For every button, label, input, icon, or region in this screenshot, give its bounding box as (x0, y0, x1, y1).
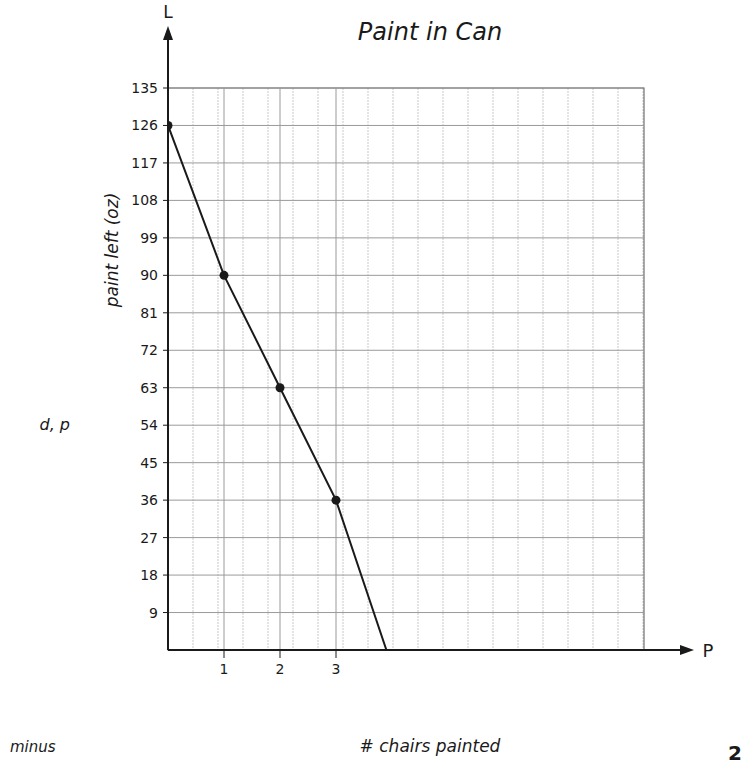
data-line (168, 125, 386, 650)
grid-line (224, 88, 225, 650)
x-tick (224, 650, 225, 658)
grid-line (168, 537, 644, 538)
paper-line (343, 88, 344, 650)
grid-line (168, 200, 644, 201)
grid-line (280, 88, 281, 650)
data-group (168, 121, 386, 650)
grid-line (168, 462, 644, 463)
paper-line (568, 88, 569, 650)
grid-line (168, 237, 644, 238)
y-tick-label: 99 (140, 230, 158, 246)
grid-line (168, 350, 644, 351)
y-tick-label: 54 (140, 417, 158, 433)
y-tick (163, 500, 168, 501)
paper-line (268, 88, 269, 650)
y-tick (163, 200, 168, 201)
y-tick-label: 27 (140, 530, 158, 546)
x-axis (168, 649, 690, 651)
paper-line (193, 88, 194, 650)
x-arrow (680, 645, 694, 655)
data-point (220, 271, 229, 280)
grid-line (336, 88, 337, 650)
y-tick-label: 45 (140, 455, 158, 471)
paper-line (618, 88, 619, 650)
y-tick (163, 125, 168, 126)
grid-line (168, 387, 644, 388)
paper-line (418, 88, 419, 650)
y-arrow (163, 26, 173, 40)
y-tick-label: 135 (131, 80, 158, 96)
grid-line (168, 275, 644, 276)
y-tick (163, 88, 168, 89)
grid-line (168, 425, 644, 426)
y-tick-label: 126 (131, 117, 158, 133)
paper-line (493, 88, 494, 650)
paper-line (293, 88, 294, 650)
y-tick-label: 81 (140, 305, 158, 321)
y-tick (163, 275, 168, 276)
y-tick (163, 237, 168, 238)
y-tick (163, 312, 168, 313)
grid-line (168, 612, 644, 613)
grid-line (168, 312, 644, 313)
y-axis-title: paint left (oz) (102, 193, 122, 309)
grid-line (168, 125, 644, 126)
x-tick-label: 3 (332, 661, 341, 677)
paper-line (468, 88, 469, 650)
y-tick (163, 612, 168, 613)
paper-line (543, 88, 544, 650)
x-tick (280, 650, 281, 658)
y-tick-label: 108 (131, 192, 158, 208)
y-tick (163, 537, 168, 538)
y-tick-label: 117 (131, 155, 158, 171)
x-tick-label: 2 (276, 661, 285, 677)
grid-line (168, 162, 644, 163)
paper-line (243, 88, 244, 650)
grid-line (168, 88, 644, 89)
grid-line (168, 575, 644, 576)
y-tick-label: 72 (140, 342, 158, 358)
grid-line (168, 500, 644, 501)
annotation: 2 (728, 741, 742, 765)
chart: 9 18 27 36 45 54 63 72 81 90 99 108 117 126 135 1 2 3 Pain… (0, 0, 755, 781)
y-tick-label: 63 (140, 380, 158, 396)
annotation: d, p (40, 415, 70, 434)
y-axis-letter: L (163, 2, 173, 22)
paper-line (218, 88, 219, 650)
paper-line (393, 88, 394, 650)
y-tick (163, 350, 168, 351)
plot-frame (168, 88, 644, 650)
y-tick-label: 18 (140, 567, 158, 583)
chart-title: Paint in Can (358, 18, 502, 46)
y-tick-label: 9 (149, 605, 158, 621)
x-axis-title: # chairs painted (360, 736, 501, 756)
y-tick (163, 387, 168, 388)
graph-paper (193, 88, 643, 650)
paper-line (368, 88, 369, 650)
data-point (276, 383, 285, 392)
data-point (332, 496, 341, 505)
paper-line (518, 88, 519, 650)
y-tick-label: 36 (140, 492, 158, 508)
x-tick-label: 1 (220, 661, 229, 677)
y-tick (163, 162, 168, 163)
data-point (168, 121, 173, 130)
x-axis-letter: P (703, 640, 714, 661)
paper-line (318, 88, 319, 650)
paper-line (643, 88, 644, 650)
y-tick (163, 575, 168, 576)
annotation: minus (10, 738, 56, 756)
paper-line (593, 88, 594, 650)
paper-line (443, 88, 444, 650)
y-tick (163, 462, 168, 463)
y-tick-label: 90 (140, 267, 158, 283)
y-tick (163, 425, 168, 426)
x-tick (336, 650, 337, 658)
